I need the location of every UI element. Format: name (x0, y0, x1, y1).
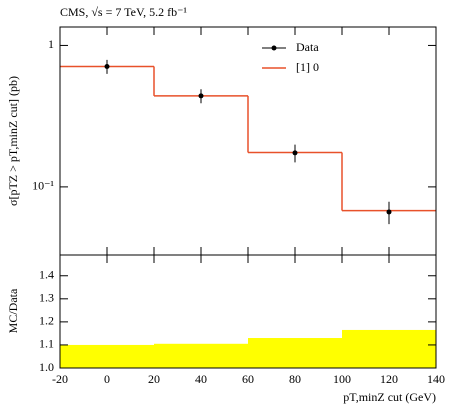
ratio-band (248, 338, 342, 368)
y-axis-label: σ[pTZ > pT,minZ cut] (pb) (6, 76, 20, 206)
plot-frame (59, 254, 437, 369)
x-tick-label: 40 (195, 372, 207, 386)
x-tick-label: 140 (427, 372, 445, 386)
legend-label: [1] 0 (296, 60, 319, 74)
x-tick-label: 60 (242, 372, 254, 386)
data-point (292, 150, 298, 156)
data-point (386, 209, 392, 215)
ratio-band (60, 344, 154, 368)
ratio-y-axis-label: MC/Data (6, 288, 20, 333)
x-tick-label: 80 (289, 372, 301, 386)
ratio-band (342, 329, 436, 368)
x-tick-label: -20 (52, 372, 68, 386)
x-tick-label: 100 (333, 372, 351, 386)
y-tick-label: 1.3 (39, 291, 54, 305)
ratio-band (154, 343, 248, 368)
x-axis-label: pT,minZ cut (GeV) (343, 390, 436, 404)
x-tick-label: 20 (148, 372, 160, 386)
y-tick-label: 1 (48, 37, 54, 51)
legend-label: Data (296, 40, 319, 54)
y-tick-label: 1.1 (39, 337, 54, 351)
x-tick-label: 0 (104, 372, 110, 386)
chart-title: CMS, √s = 7 TeV, 5.2 fb⁻¹ (60, 5, 187, 19)
legend-marker (271, 45, 277, 51)
y-tick-label: 1.2 (39, 314, 54, 328)
data-point (198, 93, 204, 99)
y-tick-label: 10⁻¹ (32, 179, 54, 193)
y-tick-label: 1.4 (39, 268, 54, 282)
y-tick-label: 1.0 (39, 360, 54, 374)
x-tick-label: 120 (380, 372, 398, 386)
data-point (104, 63, 110, 69)
